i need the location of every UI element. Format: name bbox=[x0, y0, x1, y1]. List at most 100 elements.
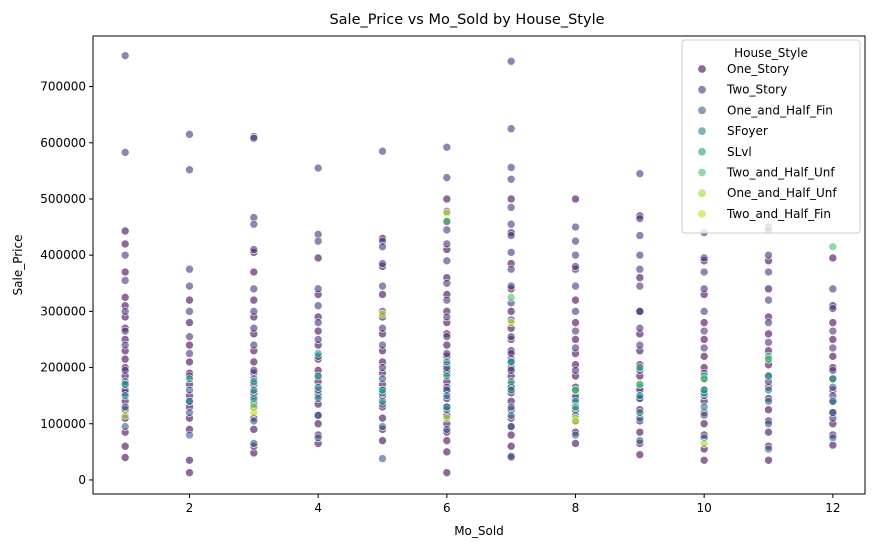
point-one-and-half-fin bbox=[378, 422, 387, 431]
point-slvl bbox=[378, 385, 387, 395]
legend-label-one-story: One_Story bbox=[727, 62, 789, 76]
point-one-and-half-fin bbox=[828, 408, 838, 417]
point-one-and-half-fin bbox=[828, 382, 838, 392]
point-two-and-half-unf bbox=[764, 354, 773, 364]
point-two-and-half-unf bbox=[828, 242, 838, 252]
point-two-story bbox=[635, 264, 645, 274]
point-one-and-half-fin bbox=[378, 454, 387, 463]
point-one-story bbox=[378, 290, 387, 299]
point-one-story bbox=[185, 295, 194, 305]
point-one-and-half-fin bbox=[699, 411, 709, 420]
point-one-and-half-fin bbox=[249, 416, 259, 426]
x-tick-label: 12 bbox=[825, 501, 840, 515]
legend-label-two-story: Two_Story bbox=[726, 83, 787, 97]
point-two-story bbox=[699, 267, 709, 277]
point-sfoyer bbox=[442, 391, 452, 400]
point-one-story bbox=[120, 226, 130, 236]
x-tick-label: 4 bbox=[314, 501, 322, 515]
legend-marker-slvl bbox=[697, 147, 707, 157]
point-one-story bbox=[699, 455, 709, 465]
legend-marker-two-and-half-fin bbox=[697, 209, 707, 219]
point-two-story bbox=[635, 214, 645, 223]
point-two-and-half-unf bbox=[635, 380, 645, 389]
point-two-story bbox=[442, 142, 452, 152]
point-two-story bbox=[185, 165, 194, 175]
point-one-story bbox=[828, 253, 838, 263]
point-two-story bbox=[185, 130, 194, 139]
point-one-and-half-fin bbox=[506, 452, 516, 461]
point-one-and-half-fin bbox=[635, 436, 645, 445]
point-one-story bbox=[442, 340, 452, 350]
point-two-story bbox=[764, 295, 773, 305]
point-two-story bbox=[764, 267, 773, 277]
point-one-story bbox=[506, 430, 516, 440]
point-two-story bbox=[378, 281, 387, 291]
y-axis-label: Sale_Price bbox=[11, 235, 25, 296]
point-one-story bbox=[313, 253, 323, 263]
point-one-story bbox=[764, 427, 773, 437]
point-two-story bbox=[506, 366, 516, 375]
point-one-story bbox=[442, 436, 452, 445]
point-one-story bbox=[442, 447, 452, 457]
point-sfoyer bbox=[635, 391, 645, 400]
point-two-and-half-fin bbox=[249, 408, 259, 417]
point-two-story bbox=[635, 281, 645, 291]
point-two-story bbox=[635, 169, 645, 178]
point-sfoyer bbox=[442, 402, 452, 412]
point-two-story bbox=[185, 332, 194, 341]
point-two-story bbox=[313, 335, 323, 344]
point-two-story bbox=[378, 242, 387, 252]
point-two-and-half-unf bbox=[699, 374, 709, 384]
x-axis: 2 4 6 8 10 12 bbox=[186, 494, 840, 515]
point-one-story bbox=[378, 413, 387, 423]
point-two-story bbox=[828, 284, 838, 294]
point-two-story bbox=[249, 284, 259, 294]
y-axis: 0 100000 200000 300000 400000 500000 600000 700… bbox=[40, 80, 93, 487]
point-two-story bbox=[249, 323, 259, 333]
point-two-story bbox=[442, 173, 452, 182]
point-one-story bbox=[635, 450, 645, 459]
point-one-story bbox=[249, 425, 259, 434]
point-two-story bbox=[506, 124, 516, 134]
point-two-story bbox=[699, 326, 709, 336]
point-two-story bbox=[378, 259, 387, 268]
point-two-story bbox=[185, 264, 194, 274]
point-two-story bbox=[828, 343, 838, 353]
point-sfoyer bbox=[378, 396, 387, 406]
point-two-story bbox=[571, 281, 580, 291]
point-two-story bbox=[120, 366, 130, 375]
point-one-story bbox=[120, 441, 130, 451]
y-tick-label: 500000 bbox=[40, 192, 86, 206]
point-two-story bbox=[506, 219, 516, 229]
point-one-story bbox=[120, 267, 130, 277]
point-two-story bbox=[120, 148, 130, 157]
y-tick-label: 400000 bbox=[40, 248, 86, 262]
point-two-story bbox=[635, 307, 645, 316]
point-one-story bbox=[699, 318, 709, 327]
point-two-story bbox=[442, 239, 452, 249]
point-two-story bbox=[571, 326, 580, 336]
point-one-and-half-fin bbox=[378, 374, 387, 384]
point-two-story bbox=[635, 323, 645, 333]
point-slvl bbox=[313, 349, 323, 358]
point-slvl bbox=[185, 374, 194, 384]
point-two-story bbox=[506, 349, 516, 358]
point-one-story bbox=[828, 335, 838, 344]
point-one-and-half-fin bbox=[185, 385, 194, 395]
point-two-story bbox=[249, 340, 259, 350]
point-one-story bbox=[699, 335, 709, 344]
y-tick-label: 700000 bbox=[40, 80, 86, 94]
point-slvl bbox=[313, 371, 323, 381]
point-two-story bbox=[699, 307, 709, 316]
point-one-story bbox=[185, 455, 194, 465]
point-one-story bbox=[313, 326, 323, 336]
point-one-story bbox=[764, 284, 773, 294]
point-two-story bbox=[313, 163, 323, 173]
point-one-story bbox=[571, 439, 580, 448]
legend-label-slvl: SLvl bbox=[727, 145, 752, 159]
legend-marker-one-story bbox=[697, 64, 707, 74]
point-two-story bbox=[313, 236, 323, 246]
point-two-story bbox=[442, 278, 452, 288]
point-two-story bbox=[249, 133, 259, 143]
point-two-story bbox=[828, 366, 838, 375]
